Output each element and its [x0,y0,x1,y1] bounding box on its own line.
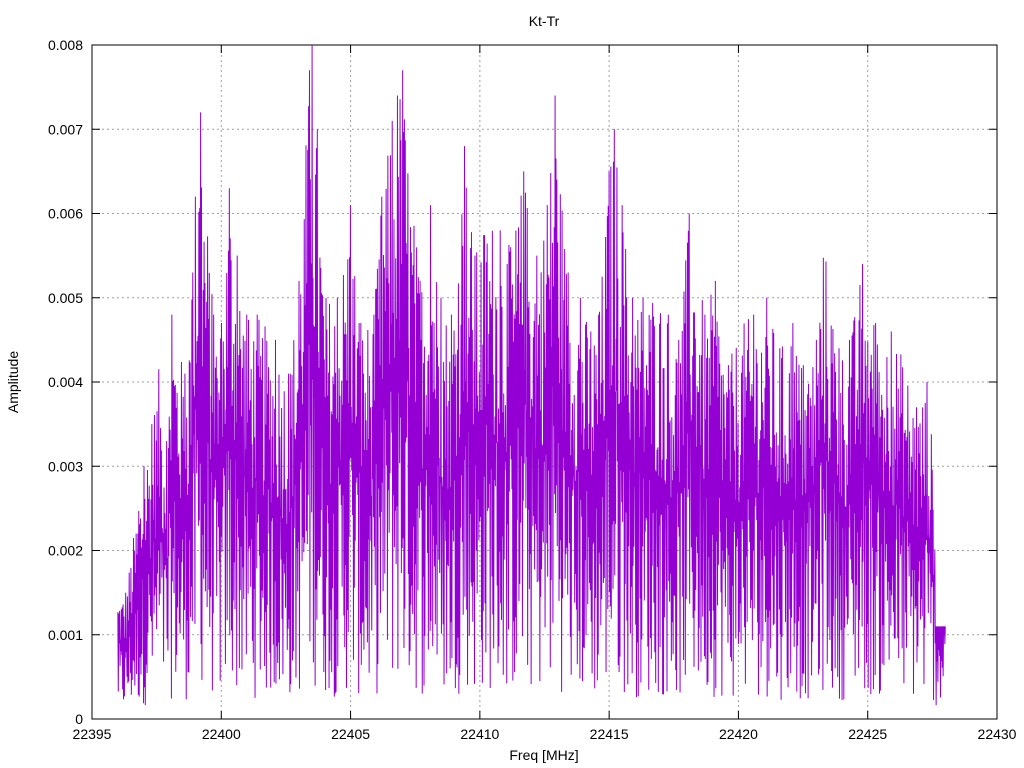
y-tick-label: 0.003 [48,458,83,474]
x-tick-label: 22420 [719,726,758,742]
x-tick-label: 22410 [460,726,499,742]
series-amplitude [117,44,946,706]
x-tick-label: 22405 [331,726,370,742]
y-tick-label: 0.004 [48,374,83,390]
x-tick-label: 22430 [978,726,1017,742]
chart-title: Kt-Tr [529,13,560,29]
y-tick-label: 0.005 [48,290,83,306]
y-tick-label: 0.001 [48,627,83,643]
y-axis-label: Amplitude [5,351,21,413]
y-tick-label: 0.006 [48,206,83,222]
y-tick-label: 0.008 [48,37,83,53]
x-tick-label: 22400 [202,726,241,742]
x-axis-label: Freq [MHz] [509,747,578,763]
x-tick-label: 22415 [590,726,629,742]
x-tick-label: 22395 [73,726,112,742]
y-tick-label: 0 [75,711,83,727]
axis-ticks: 22395 22400 22405 22410 22415 22420 22425 22430… [48,37,1017,742]
y-tick-label: 0.007 [48,121,83,137]
series-line [117,44,946,706]
x-tick-label: 22425 [848,726,887,742]
y-tick-label: 0.002 [48,543,83,559]
